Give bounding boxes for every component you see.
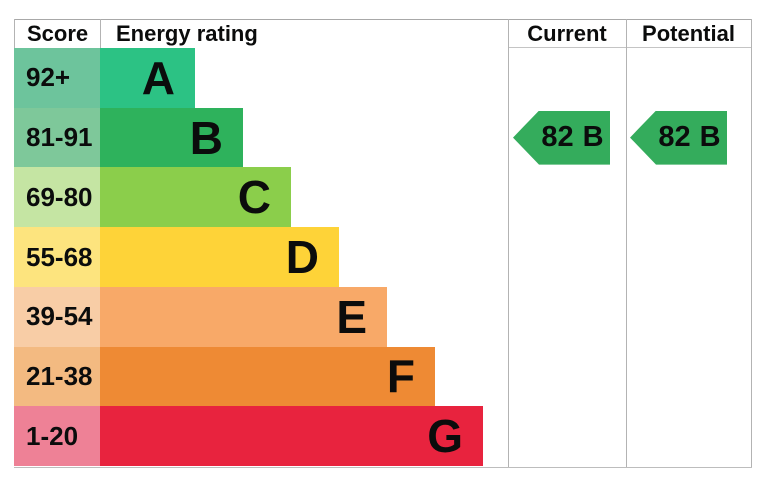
band-score-range: 55-68	[14, 227, 100, 287]
band-score-range: 21-38	[14, 346, 100, 407]
band-score-range: 1-20	[14, 406, 100, 467]
epc-table: Score Energy rating Current Potential 92…	[14, 19, 752, 468]
band-bar-c: C	[100, 167, 291, 228]
column-divider	[508, 19, 509, 467]
band-bar-f: F	[100, 346, 435, 407]
column-header-current: Current	[527, 21, 607, 46]
potential-rating-band: B	[699, 121, 721, 154]
band-score-range: 92+	[14, 48, 100, 108]
band-score-range: 69-80	[14, 167, 100, 228]
column-header-potential: Potential	[642, 21, 735, 46]
band-row-b: 81-91 B	[14, 107, 508, 168]
column-header-score: Score	[27, 21, 89, 46]
band-row-c: 69-80 C	[14, 167, 508, 228]
column-header-energy-rating: Energy rating	[116, 21, 258, 46]
header-bottom-border	[508, 47, 751, 48]
band-row-g: 1-20 G	[14, 406, 508, 467]
current-rating-band: B	[582, 121, 604, 154]
band-row-e: 39-54 E	[14, 286, 508, 347]
current-rating-arrow: 82 B	[513, 110, 610, 165]
band-row-f: 21-38 F	[14, 346, 508, 407]
column-divider	[100, 19, 101, 48]
header-row: Score Energy rating Current Potential	[14, 20, 752, 48]
band-bar-b: B	[100, 107, 243, 168]
band-score-range: 81-91	[14, 107, 100, 168]
band-rows: 92+ A 81-91 B 69-80 C 55-68 D 39-54 E 21-38 F 1-20 G	[14, 48, 508, 467]
band-score-range: 39-54	[14, 286, 100, 347]
current-rating-value: 82	[541, 121, 574, 154]
band-bar-g: G	[100, 406, 483, 467]
band-bar-d: D	[100, 227, 339, 287]
column-divider	[14, 19, 15, 48]
band-bar-a: A	[100, 48, 195, 108]
band-bar-e: E	[100, 286, 387, 347]
potential-rating-arrow: 82 B	[630, 110, 727, 165]
table-bottom-border	[14, 467, 752, 468]
table-top-border	[14, 19, 752, 20]
potential-rating-value: 82	[658, 121, 691, 154]
band-row-d: 55-68 D	[14, 227, 508, 287]
column-divider	[626, 19, 627, 467]
table-right-border	[751, 19, 752, 467]
band-row-a: 92+ A	[14, 48, 508, 108]
